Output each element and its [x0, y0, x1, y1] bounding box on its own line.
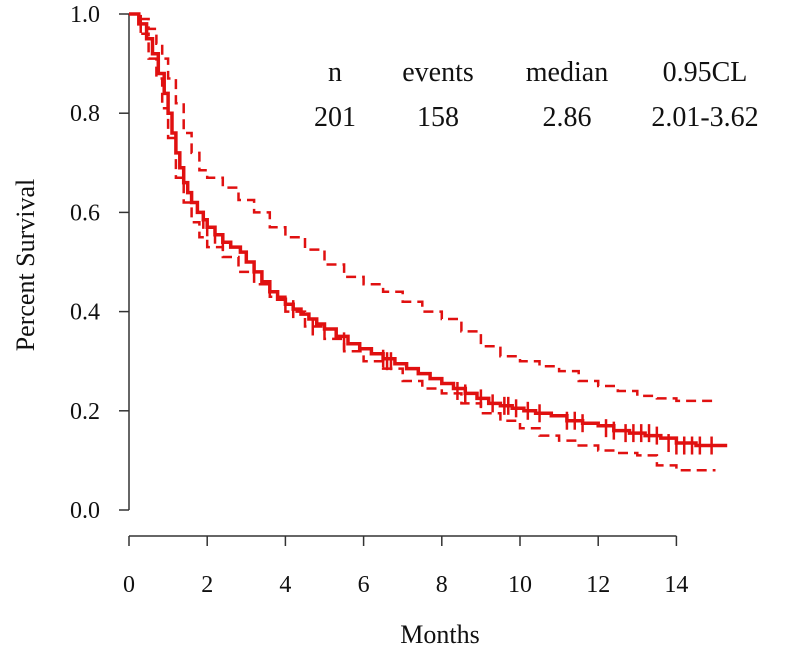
- summary-header-cl: 0.95CL: [663, 57, 748, 88]
- y-tick-label: 0.0: [70, 498, 100, 524]
- x-tick-label: 0: [123, 572, 135, 598]
- survival-curve: [129, 12, 728, 448]
- x-tick-label: 6: [358, 572, 370, 598]
- y-tick-label: 0.2: [70, 399, 100, 425]
- y-tick-label: 0.4: [70, 300, 100, 326]
- summary-value-median: 2.86: [543, 102, 592, 133]
- y-axis-title: Percent Survival: [11, 179, 40, 352]
- upper-confidence-curve: [129, 12, 716, 403]
- x-tick-label: 4: [279, 572, 291, 598]
- x-tick-label: 8: [436, 572, 448, 598]
- summary-header-median: median: [526, 57, 608, 88]
- summary-value-n: 201: [314, 102, 356, 133]
- x-tick-label: 2: [201, 572, 213, 598]
- x-tick-label: 14: [664, 572, 688, 598]
- summary-value-events: 158: [417, 102, 459, 133]
- series-layer: [129, 12, 728, 472]
- summary-header-events: events: [402, 57, 474, 88]
- x-tick-label: 10: [508, 572, 532, 598]
- x-axis-title: Months: [400, 620, 479, 649]
- y-tick-label: 0.8: [70, 101, 100, 127]
- summary-value-cl: 2.01-3.62: [651, 102, 758, 133]
- summary-header-n: n: [328, 57, 342, 88]
- lower-confidence-curve: [129, 12, 716, 472]
- censor-marks: [139, 14, 713, 455]
- y-tick-label: 1.0: [70, 2, 100, 28]
- y-tick-label: 0.6: [70, 200, 100, 226]
- x-tick-label: 12: [586, 572, 610, 598]
- axis-ticks: 0.0 0.2 0.4 0.6 0.8 1.0 0 2 4 6 8 10 12 14: [70, 2, 688, 598]
- axes: [128, 14, 677, 537]
- summary-table: n events median 0.95CL 201 158 2.86 2.01…: [314, 57, 759, 133]
